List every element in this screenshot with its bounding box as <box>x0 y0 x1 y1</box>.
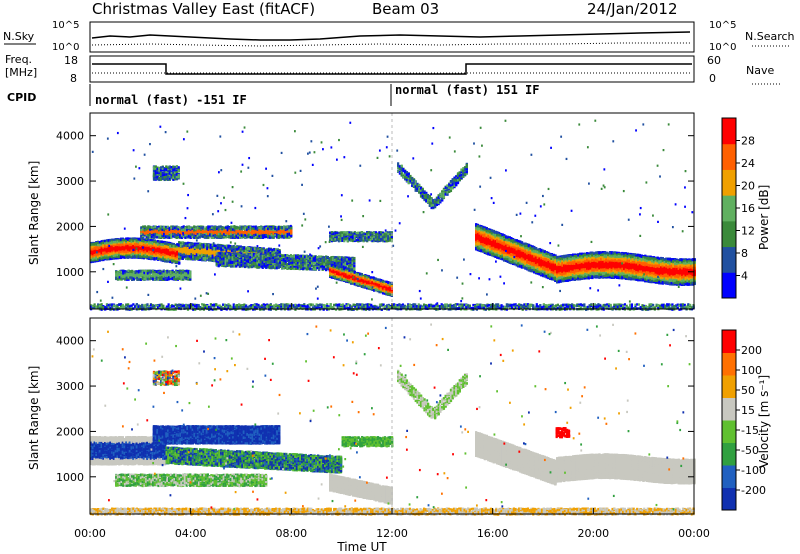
noise-left-label: N.Sky <box>3 30 35 43</box>
noise-left-tick-bottom: 10^0 <box>52 42 79 53</box>
beam-label: Beam 03 <box>372 0 439 18</box>
noise-right-tick-bottom: 10^0 <box>709 42 736 53</box>
freq-tick-bottom: 8 <box>70 72 77 85</box>
cpid-label: CPID <box>7 91 36 104</box>
freq-label-1: Freq. <box>5 53 32 66</box>
cpid-segment-2: normal (fast) 151 IF <box>395 83 540 97</box>
nave-tick-top: 60 <box>707 54 721 67</box>
radar-figure: Christmas Valley East (fitACF) Beam 03 2… <box>0 0 800 554</box>
noise-right-label: N.Search <box>745 30 795 43</box>
freq-tick-top: 18 <box>64 54 78 67</box>
noise-sky-line <box>92 32 690 40</box>
nave-tick-bottom: 0 <box>709 72 716 85</box>
figure-title: Christmas Valley East (fitACF) <box>92 0 315 18</box>
date-label: 24/Jan/2012 <box>587 0 678 18</box>
noise-left-tick-top: 10^5 <box>52 20 79 31</box>
freq-panel-frame <box>90 56 694 82</box>
nave-label: Nave <box>746 64 774 77</box>
cpid-segment-1: normal (fast) -151 IF <box>95 93 247 107</box>
freq-label-2: [MHz] <box>5 66 37 79</box>
noise-right-tick-top: 10^5 <box>709 20 736 31</box>
noise-search-line <box>92 43 690 46</box>
